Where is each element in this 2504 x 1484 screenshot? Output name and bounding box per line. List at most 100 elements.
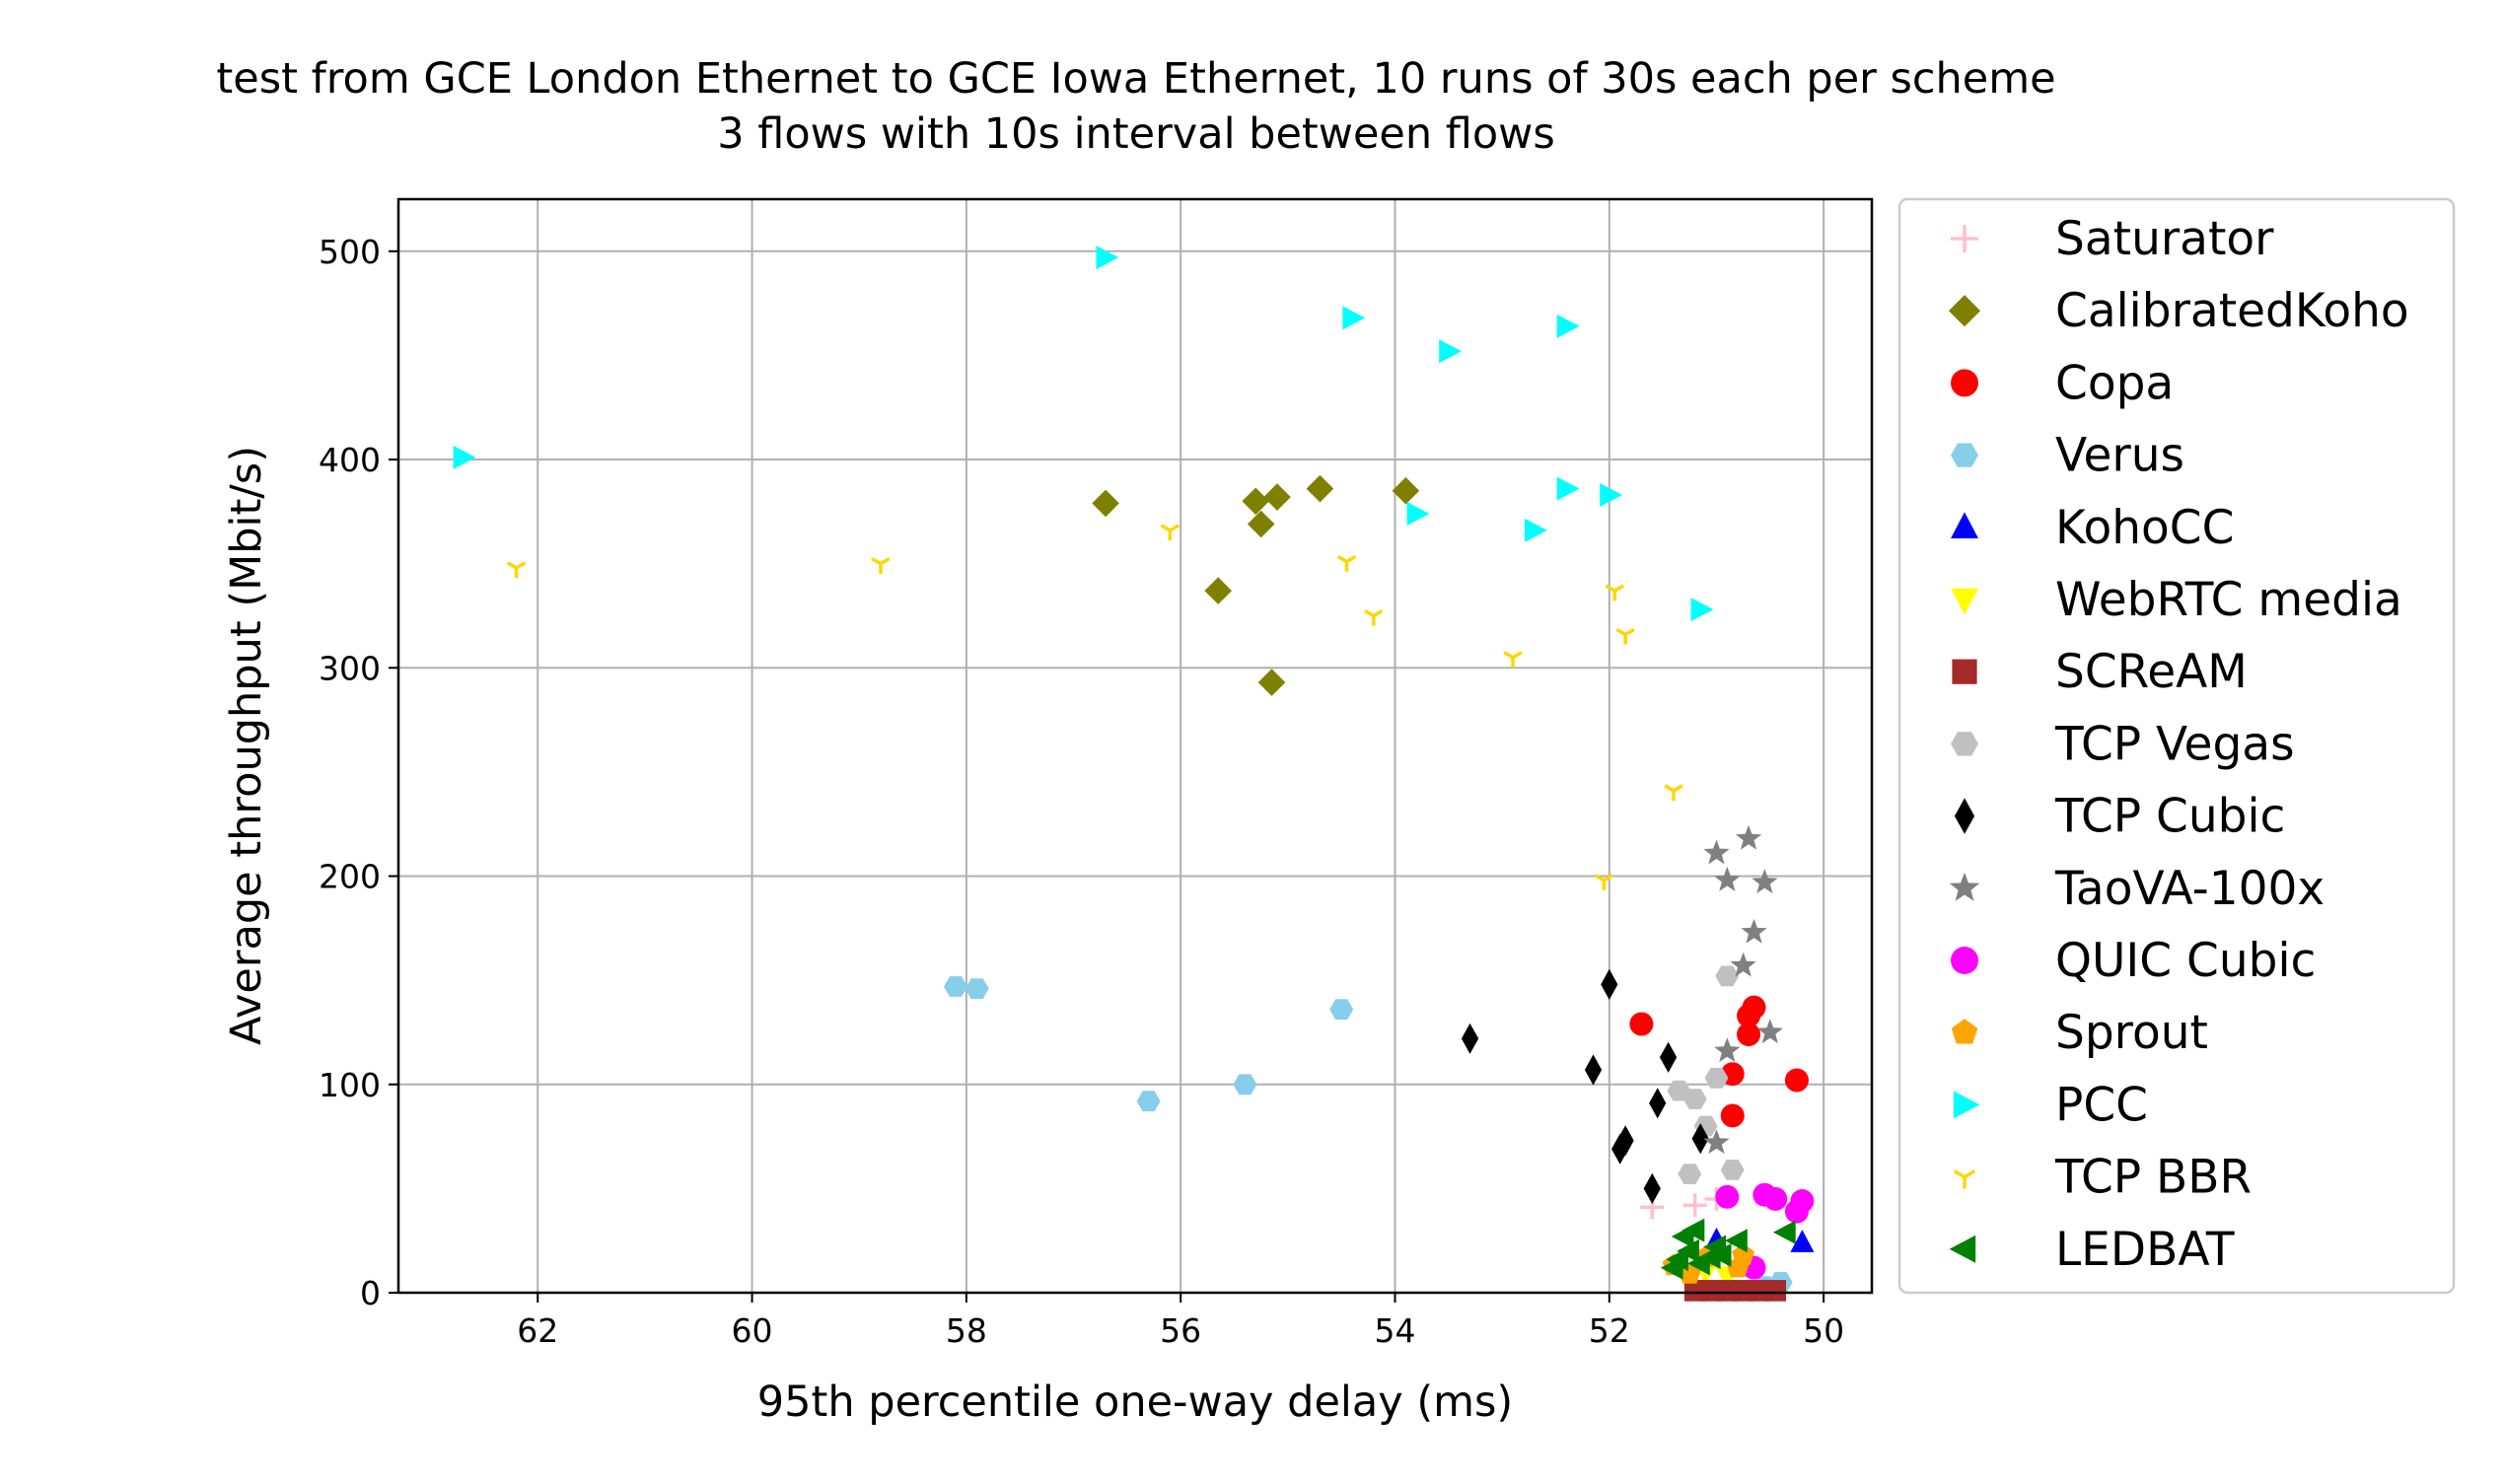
legend-marker-scream — [1952, 659, 1977, 684]
legend-label-sprout: Sprout — [2055, 1006, 2208, 1060]
legend-marker-taova-100x — [1949, 872, 1980, 901]
point-pcc — [1556, 476, 1580, 501]
point-tcp-vegas — [1704, 1068, 1729, 1089]
chart-title: test from GCE London Ethernet to GCE Iow… — [216, 54, 2055, 104]
point-tcp-cubic — [1649, 1088, 1667, 1119]
point-pcc — [1600, 483, 1622, 507]
y-tick-label: 200 — [319, 858, 381, 896]
x-tick-label: 54 — [1374, 1311, 1415, 1350]
legend-marker-ledbat — [1949, 1235, 1976, 1263]
legend-label-ledbat: LEDBAT — [2055, 1223, 2235, 1277]
point-scream — [1749, 1280, 1770, 1302]
point-tcp-bbr — [1336, 554, 1357, 572]
point-verus — [1136, 1091, 1161, 1112]
point-taova-100x — [1735, 824, 1762, 850]
point-ledbat — [1772, 1220, 1796, 1244]
plot-frame — [396, 197, 1874, 1295]
point-tcp-cubic — [1691, 1123, 1709, 1155]
y-tick-label: 100 — [319, 1066, 381, 1104]
point-tcp-bbr — [1664, 784, 1683, 802]
point-pcc — [1096, 246, 1119, 270]
x-tick-label: 52 — [1589, 1311, 1630, 1350]
point-scream — [1683, 1280, 1706, 1302]
point-ledbat — [1725, 1229, 1748, 1253]
point-tcp-bbr — [1503, 651, 1523, 668]
y-tick-label: 400 — [319, 441, 381, 479]
legend-marker-verus — [1951, 443, 1978, 467]
point-verus — [1329, 999, 1354, 1021]
legend: Saturator CalibratedKoho Copa Verus KohoCC We… — [1897, 197, 2456, 1295]
legend-label-verus: Verus — [2055, 429, 2184, 483]
legend-label-quic-cubic: QUIC Cubic — [2055, 934, 2316, 988]
x-tick-label: 60 — [732, 1311, 773, 1350]
point-taova-100x — [1756, 1019, 1783, 1044]
point-verus — [944, 976, 967, 997]
point-pcc — [453, 445, 476, 469]
point-pcc — [1342, 306, 1366, 330]
y-tick-label: 500 — [319, 233, 381, 271]
point-pcc — [1439, 339, 1462, 364]
legend-marker-sprout — [1951, 1019, 1978, 1044]
point-calibratedkoho — [1247, 510, 1275, 538]
point-verus — [1233, 1074, 1257, 1095]
point-taova-100x — [1703, 1129, 1730, 1155]
point-ledbat — [1671, 1225, 1694, 1248]
point-tcp-bbr — [1605, 584, 1624, 601]
point-copa — [1737, 1023, 1761, 1047]
y-axis-label: Average throughput (Mbit/s) — [222, 446, 271, 1045]
x-tick-label: 50 — [1803, 1311, 1844, 1350]
point-tcp-cubic — [1601, 968, 1618, 1000]
point-pcc — [1525, 518, 1547, 542]
point-taova-100x — [1714, 1037, 1741, 1063]
y-tick-label: 0 — [360, 1274, 381, 1312]
point-calibratedkoho — [1092, 489, 1119, 518]
legend-marker-saturator — [1951, 225, 1978, 252]
point-taova-100x — [1714, 866, 1741, 891]
point-copa — [1720, 1103, 1745, 1128]
legend-marker-calibratedkoho — [1948, 295, 1981, 327]
point-tcp-vegas — [1720, 1160, 1745, 1180]
point-tcp-bbr — [1364, 608, 1384, 626]
point-tcp-bbr — [506, 561, 527, 579]
legend-marker-pcc — [1953, 1091, 1980, 1119]
point-calibratedkoho — [1257, 669, 1286, 696]
x-axis-label: 95th percentile one-way delay (ms) — [757, 1378, 1513, 1427]
x-tick-label: 56 — [1160, 1311, 1201, 1350]
legend-marker-tcp-cubic — [1954, 798, 1975, 834]
point-tcp-cubic — [1616, 1125, 1634, 1157]
legend-label-tcp-bbr: TCP BBR — [2054, 1151, 2252, 1205]
legend-label-webrtc-media: WebRTC media — [2055, 573, 2402, 627]
legend-label-copa: Copa — [2055, 356, 2174, 410]
point-tcp-bbr — [1160, 524, 1180, 541]
legend-marker-webrtc-media — [1951, 588, 1978, 615]
point-scream — [1716, 1280, 1739, 1302]
point-tcp-vegas — [1678, 1164, 1702, 1184]
point-taova-100x — [1741, 918, 1767, 944]
point-quic-cubic — [1715, 1184, 1740, 1209]
legend-marker-tcp-bbr — [1953, 1169, 1976, 1189]
legend-label-tcp-vegas: TCP Vegas — [2054, 717, 2295, 771]
point-tcp-bbr — [1594, 874, 1614, 890]
point-tcp-cubic — [1461, 1023, 1479, 1054]
point-scream — [1764, 1280, 1787, 1302]
y-tick-label: 300 — [319, 649, 381, 687]
legend-label-calibratedkoho: CalibratedKoho — [2055, 284, 2409, 338]
point-calibratedkoho — [1306, 474, 1334, 503]
legend-entries: Saturator CalibratedKoho Copa Verus KohoCC We… — [1948, 212, 2409, 1277]
point-copa — [1629, 1012, 1654, 1036]
point-calibratedkoho — [1263, 483, 1291, 511]
legend-label-kohocc: KohoCC — [2055, 501, 2234, 555]
data-points — [453, 246, 1815, 1302]
point-calibratedkoho — [1392, 476, 1420, 505]
point-sprout — [1726, 1255, 1750, 1278]
legend-label-pcc: PCC — [2055, 1078, 2148, 1132]
legend-marker-quic-cubic — [1951, 947, 1978, 974]
point-pcc — [1556, 314, 1580, 338]
legend-label-saturator: Saturator — [2055, 212, 2274, 266]
point-calibratedkoho — [1204, 577, 1232, 604]
point-taova-100x — [1752, 869, 1778, 893]
point-tcp-cubic — [1584, 1054, 1603, 1086]
x-tick-label: 58 — [946, 1311, 987, 1350]
